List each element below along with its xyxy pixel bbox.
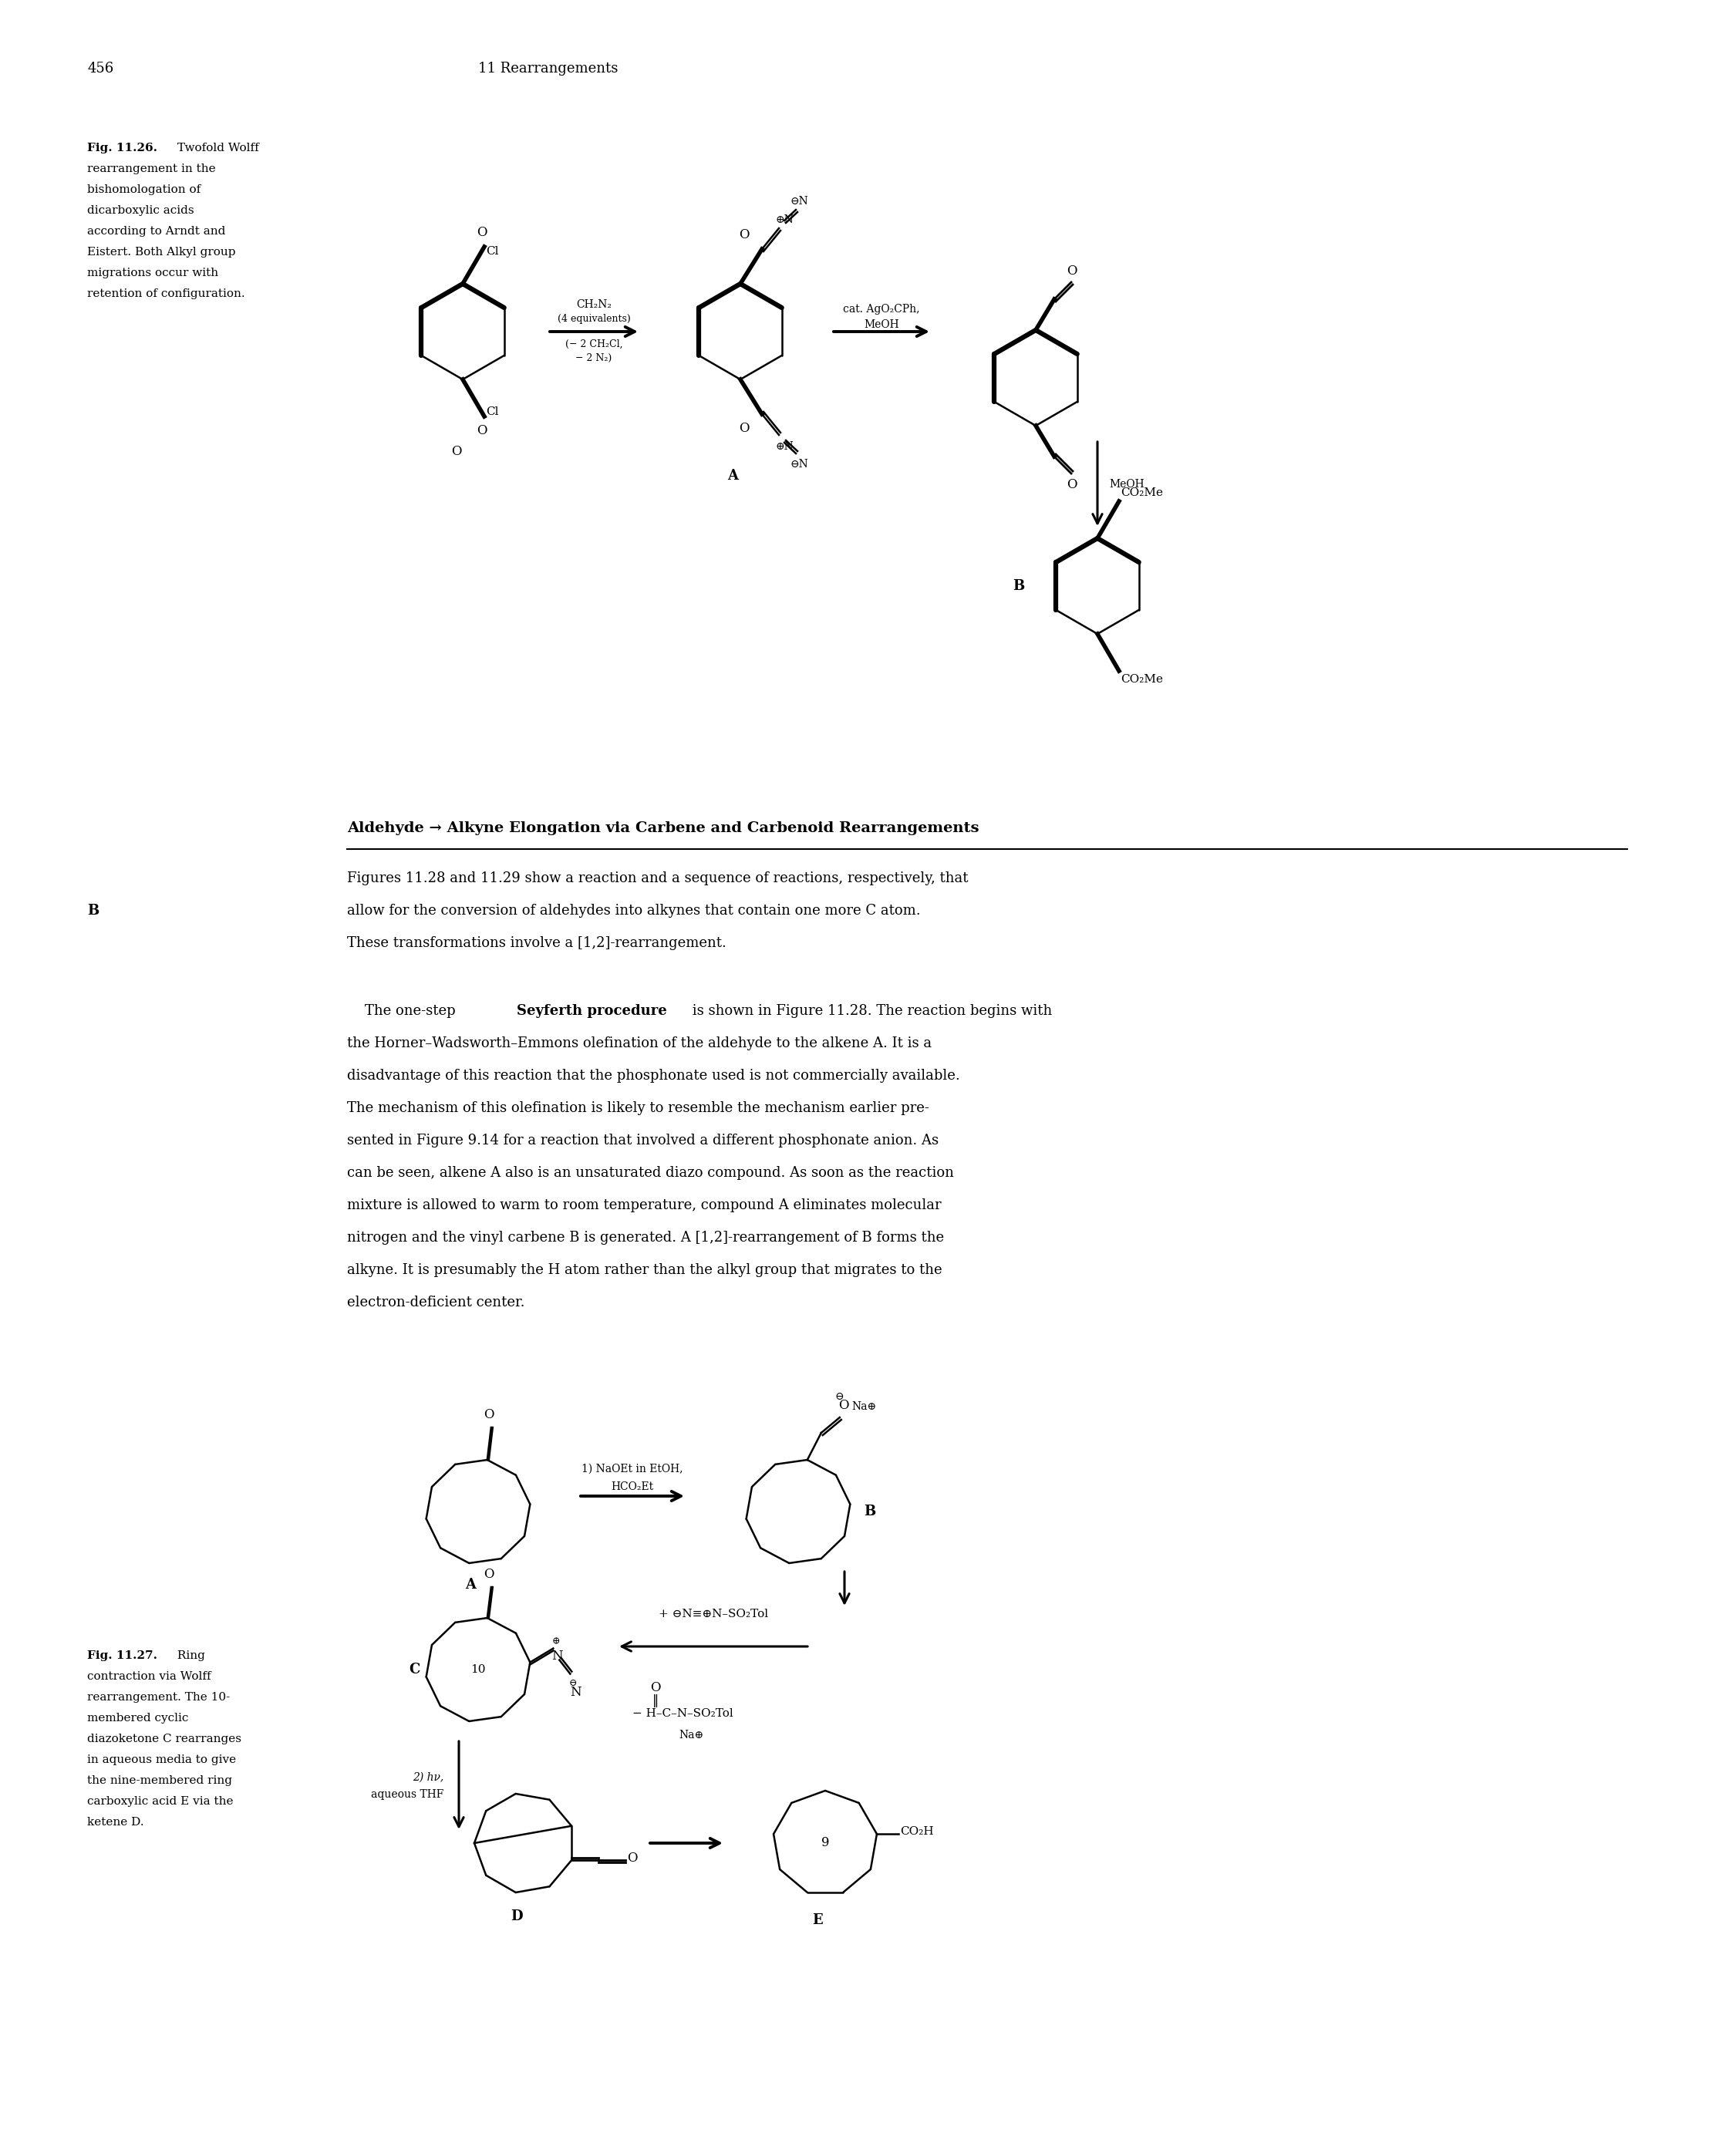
Text: CO₂Me: CO₂Me	[1120, 488, 1163, 499]
Text: CH₂N₂: CH₂N₂	[576, 300, 611, 310]
Text: CO₂Me: CO₂Me	[1120, 674, 1163, 685]
Text: These transformations involve a [1,2]-rearrangement.: These transformations involve a [1,2]-re…	[347, 935, 726, 950]
Text: retention of configuration.: retention of configuration.	[87, 289, 245, 300]
Text: − 2 N₂): − 2 N₂)	[576, 353, 613, 364]
Text: O: O	[838, 1400, 849, 1412]
Text: 11 Rearrangements: 11 Rearrangements	[477, 62, 618, 75]
Text: O: O	[1066, 477, 1076, 492]
Text: N: N	[569, 1686, 582, 1699]
Text: Cl: Cl	[486, 407, 498, 417]
Text: nitrogen and the vinyl carbene B is generated. A [1,2]-rearrangement of B forms : nitrogen and the vinyl carbene B is gene…	[347, 1230, 944, 1245]
Text: O: O	[627, 1851, 637, 1864]
Text: 10: 10	[470, 1665, 486, 1676]
Text: mixture is allowed to warm to room temperature, compound A eliminates molecular: mixture is allowed to warm to room tempe…	[347, 1198, 941, 1211]
Text: CO₂H: CO₂H	[899, 1825, 934, 1836]
Text: disadvantage of this reaction that the phosphonate used is not commercially avai: disadvantage of this reaction that the p…	[347, 1068, 960, 1083]
Text: O: O	[651, 1682, 661, 1695]
Text: HCO₂Et: HCO₂Et	[611, 1481, 654, 1492]
Text: ketene D.: ketene D.	[87, 1817, 144, 1828]
Text: MeOH: MeOH	[1109, 479, 1144, 490]
Text: ⊖N: ⊖N	[790, 197, 807, 208]
Text: Na⊕: Na⊕	[679, 1729, 703, 1740]
Text: Twofold Wolff: Twofold Wolff	[174, 143, 259, 154]
Text: rearrangement in the: rearrangement in the	[87, 163, 215, 173]
Text: O: O	[477, 227, 488, 240]
Text: (− 2 CH₂Cl,: (− 2 CH₂Cl,	[566, 340, 623, 349]
Text: can be seen, alkene A also is an unsaturated diazo compound. As soon as the reac: can be seen, alkene A also is an unsatur…	[347, 1166, 953, 1179]
Text: electron-deficient center.: electron-deficient center.	[347, 1295, 524, 1310]
Text: O: O	[740, 422, 750, 434]
Text: rearrangement. The 10-: rearrangement. The 10-	[87, 1693, 229, 1703]
Text: Eistert. Both Alkyl group: Eistert. Both Alkyl group	[87, 246, 236, 257]
Text: ⊕N: ⊕N	[776, 441, 793, 452]
Text: 1) NaOEt in EtOH,: 1) NaOEt in EtOH,	[582, 1464, 682, 1474]
Text: N: N	[552, 1650, 562, 1663]
Text: − H–C–N–SO₂Tol: − H–C–N–SO₂Tol	[632, 1708, 733, 1718]
Text: (4 equivalents): (4 equivalents)	[557, 315, 630, 323]
Text: 2) hν,: 2) hν,	[413, 1772, 443, 1783]
Text: ⊖N: ⊖N	[790, 458, 807, 469]
Text: in aqueous media to give: in aqueous media to give	[87, 1755, 236, 1766]
Text: Cl: Cl	[486, 246, 498, 257]
Text: O: O	[1066, 265, 1076, 278]
Text: ⊕N: ⊕N	[776, 214, 793, 225]
Text: alkyne. It is presumably the H atom rather than the alkyl group that migrates to: alkyne. It is presumably the H atom rath…	[347, 1263, 943, 1278]
Text: A: A	[727, 469, 738, 484]
Text: O: O	[484, 1408, 495, 1421]
Text: + ⊖N≡⊕N–SO₂Tol: + ⊖N≡⊕N–SO₂Tol	[658, 1609, 767, 1620]
Text: O: O	[484, 1569, 495, 1581]
Text: bishomologation of: bishomologation of	[87, 184, 201, 195]
Text: Fig. 11.26.: Fig. 11.26.	[87, 143, 158, 154]
Text: migrations occur with: migrations occur with	[87, 268, 219, 278]
Text: C: C	[408, 1663, 420, 1676]
Text: O: O	[451, 445, 462, 458]
Text: is shown in Figure 11.28. The reaction begins with: is shown in Figure 11.28. The reaction b…	[687, 1004, 1052, 1019]
Text: Seyferth procedure: Seyferth procedure	[517, 1004, 667, 1019]
Text: ⊖: ⊖	[569, 1678, 576, 1688]
Text: O: O	[740, 229, 750, 242]
Text: contraction via Wolff: contraction via Wolff	[87, 1671, 212, 1682]
Text: ⊖: ⊖	[835, 1391, 844, 1402]
Text: D: D	[510, 1909, 523, 1924]
Text: Na⊕: Na⊕	[852, 1402, 877, 1412]
Text: the Horner–Wadsworth–Emmons olefination of the aldehyde to the alkene A. It is a: the Horner–Wadsworth–Emmons olefination …	[347, 1036, 932, 1051]
Text: membered cyclic: membered cyclic	[87, 1712, 189, 1723]
Text: cat. AgO₂CPh,: cat. AgO₂CPh,	[844, 304, 920, 315]
Text: O: O	[477, 424, 488, 437]
Text: 9: 9	[821, 1836, 830, 1849]
Text: MeOH: MeOH	[865, 319, 899, 330]
Text: Fig. 11.27.: Fig. 11.27.	[87, 1650, 158, 1661]
Text: B: B	[865, 1504, 875, 1519]
Text: 456: 456	[87, 62, 113, 75]
Text: B: B	[87, 903, 99, 918]
Text: ‖: ‖	[653, 1695, 658, 1708]
Text: Ring: Ring	[174, 1650, 205, 1661]
Text: dicarboxylic acids: dicarboxylic acids	[87, 205, 194, 216]
Text: B: B	[1012, 580, 1024, 593]
Text: The one-step: The one-step	[347, 1004, 460, 1019]
Text: E: E	[812, 1913, 823, 1928]
Text: A: A	[465, 1577, 476, 1592]
Text: sented in Figure 9.14 for a reaction that involved a different phosphonate anion: sented in Figure 9.14 for a reaction tha…	[347, 1134, 939, 1147]
Text: Figures 11.28 and 11.29 show a reaction and a sequence of reactions, respectivel: Figures 11.28 and 11.29 show a reaction …	[347, 871, 969, 886]
Text: ⊕: ⊕	[552, 1637, 559, 1648]
Text: according to Arndt and: according to Arndt and	[87, 227, 226, 238]
Text: diazoketone C rearranges: diazoketone C rearranges	[87, 1733, 241, 1744]
Text: Aldehyde → Alkyne Elongation via Carbene and Carbenoid Rearrangements: Aldehyde → Alkyne Elongation via Carbene…	[347, 822, 979, 835]
Text: allow for the conversion of aldehydes into alkynes that contain one more C atom.: allow for the conversion of aldehydes in…	[347, 903, 920, 918]
Text: aqueous THF: aqueous THF	[372, 1789, 443, 1800]
Text: the nine-membered ring: the nine-membered ring	[87, 1776, 233, 1787]
Text: carboxylic acid E via the: carboxylic acid E via the	[87, 1795, 233, 1806]
Text: The mechanism of this olefination is likely to resemble the mechanism earlier pr: The mechanism of this olefination is lik…	[347, 1102, 929, 1115]
